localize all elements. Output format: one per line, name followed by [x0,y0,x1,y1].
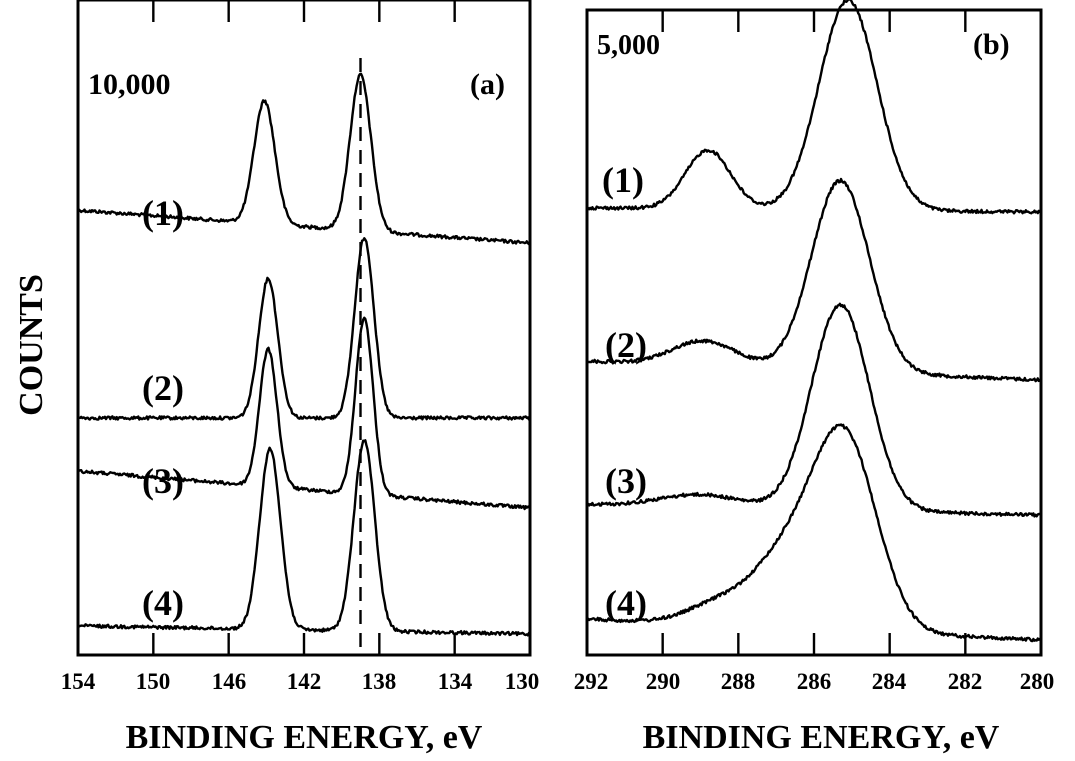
spectrum-trace-3 [76,316,532,511]
panel-a-trace-label-3: (3) [142,461,184,501]
panel-a-x-tick-label: 154 [61,669,96,694]
panel-a-x-tick-label: 130 [505,669,540,694]
panel-a-scale-label: 10,000 [88,68,171,101]
spectrum-trace-4 [77,439,531,637]
panel-a-traces [76,72,532,637]
panel-b-x-tick-labels: 292 290 288 286 284 282 280 [574,669,1055,694]
panel-b-x-tick-label: 284 [872,669,907,694]
panel-a-x-tick-labels: 154 150 146 142 138 134 130 [61,669,540,694]
panel-b-ticks [661,10,967,655]
spectrum-trace-1 [77,72,531,246]
panel-b: 5,000 (b) (1) (2) (3) (4) 292 290 288 28… [574,0,1055,756]
spectrum-trace-2 [586,177,1042,383]
panel-a-trace-label-1: (1) [142,193,184,233]
spectrum-trace-1 [586,0,1042,215]
panel-b-scale-label: 5,000 [597,30,660,61]
y-axis-label: COUNTS [13,274,50,416]
panel-b-x-tick-label: 288 [721,669,756,694]
panel-a-label: (a) [470,68,505,101]
panel-b-x-tick-label: 290 [646,669,681,694]
panel-b-trace-label-4: (4) [605,583,647,623]
panel-a: 10,000 (a) (1) (2) (3) (4) 154 150 146 1… [61,0,540,756]
panel-b-x-tick-label: 292 [574,669,609,694]
panel-a-trace-label-2: (2) [142,368,184,408]
panel-a-x-tick-label: 146 [212,669,247,694]
panel-b-trace-label-3: (3) [605,461,647,501]
panel-b-trace-label-2: (2) [605,325,647,365]
panel-b-traces [586,0,1043,643]
panel-b-x-tick-label: 282 [948,669,983,694]
panel-a-x-axis-label: BINDING ENERGY, eV [126,719,483,756]
panel-a-x-tick-label: 150 [136,669,171,694]
panel-a-x-tick-label: 134 [438,669,473,694]
panel-b-trace-label-1: (1) [602,160,644,200]
panel-a-x-tick-label: 142 [287,669,322,694]
panel-b-x-axis-label: BINDING ENERGY, eV [643,719,1000,756]
panel-b-label: (b) [973,28,1010,61]
panel-a-trace-label-4: (4) [142,583,184,623]
panel-a-x-tick-label: 138 [362,669,397,694]
spectrum-trace-4 [586,423,1042,643]
spectrum-trace-2 [77,237,531,421]
spectrum-trace-3 [586,302,1043,518]
panel-b-x-tick-label: 280 [1020,669,1055,694]
panel-b-x-tick-label: 286 [797,669,832,694]
panel-a-ticks [152,0,456,655]
